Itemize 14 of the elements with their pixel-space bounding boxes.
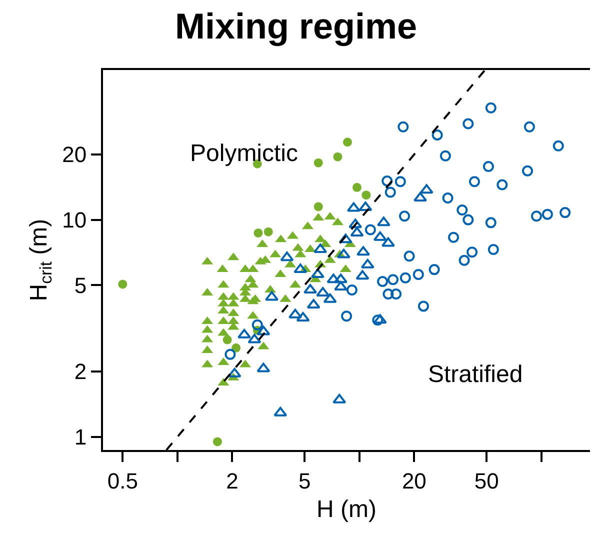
annotation: Stratified	[428, 361, 523, 388]
y-tick-label: 20	[62, 142, 87, 168]
x-tick-label: 5	[298, 468, 311, 494]
y-tick-label: 2	[74, 359, 87, 384]
x-tick-label: 20	[402, 468, 426, 494]
x-tick-label: 2	[226, 468, 238, 494]
x-tick-label: 0.5	[107, 468, 138, 494]
chart-title: Mixing regime	[174, 6, 418, 47]
annotation: Polymictic	[190, 140, 298, 167]
y-tick-label: 5	[74, 272, 87, 298]
x-tick-label: 50	[474, 468, 499, 494]
y-tick-label: 1	[74, 424, 87, 450]
x-axis-title: H (m)	[316, 496, 376, 524]
y-tick-label: 10	[62, 208, 87, 233]
